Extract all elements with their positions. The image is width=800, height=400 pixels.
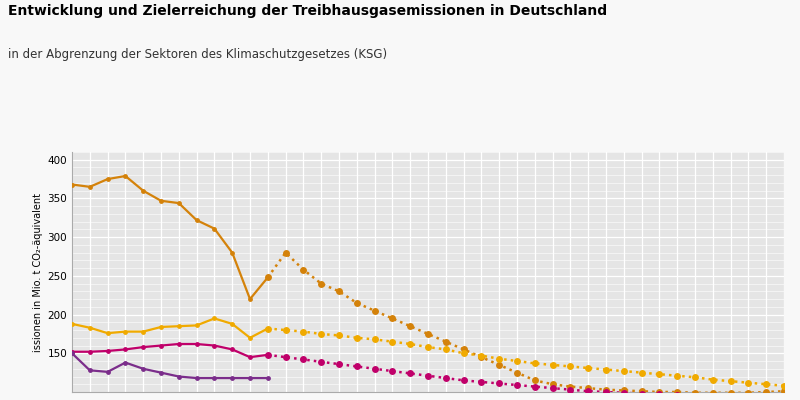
Text: Entwicklung und Zielerreichung der Treibhausgasemissionen in Deutschland: Entwicklung und Zielerreichung der Treib…: [8, 4, 607, 18]
Y-axis label: issionen in Mio. t CO₂-äquivalent: issionen in Mio. t CO₂-äquivalent: [34, 192, 43, 352]
Text: in der Abgrenzung der Sektoren des Klimaschutzgesetzes (KSG): in der Abgrenzung der Sektoren des Klima…: [8, 48, 387, 61]
